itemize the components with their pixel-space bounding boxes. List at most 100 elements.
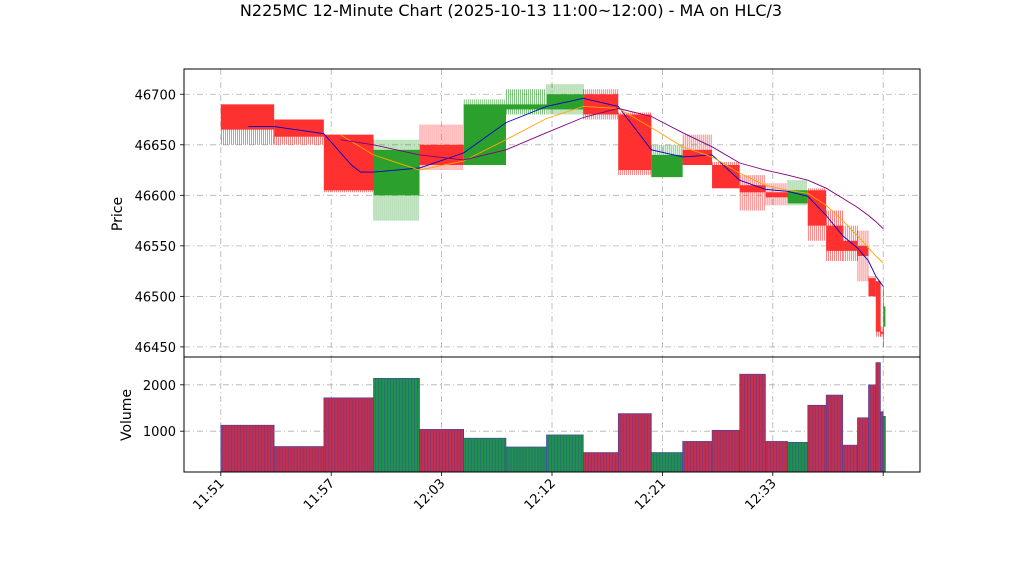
volume-bar: [463, 437, 507, 473]
volume-bar: [787, 442, 809, 473]
candle: [583, 89, 619, 120]
candle-body: [546, 94, 584, 110]
price-tick-label: 46650: [135, 139, 176, 154]
candle: [220, 104, 275, 145]
x-tick-label: 12:21: [632, 476, 669, 513]
volume-bar: [739, 373, 766, 473]
candle-body: [419, 144, 464, 165]
volume-bar: [807, 404, 827, 473]
volume-layer: [220, 362, 886, 473]
ma-line-ma_slow: [340, 107, 884, 230]
volume-bar-fill: [651, 452, 683, 473]
volume-bar: [882, 416, 886, 473]
candle: [651, 144, 683, 178]
candle-body: [807, 190, 827, 226]
candle: [842, 225, 858, 261]
candle-body: [857, 245, 869, 256]
candle-body: [842, 240, 858, 251]
candle-body: [787, 190, 808, 204]
chart-title: N225MC 12-Minute Chart (2025-10-13 11:00…: [240, 1, 782, 20]
volume-bar: [582, 452, 619, 473]
price-tick-label: 46600: [135, 189, 176, 204]
volume-bar: [220, 424, 275, 473]
x-tick-label: 12:12: [522, 476, 559, 513]
candle-body: [826, 225, 843, 251]
candle-body: [220, 104, 275, 130]
volume-bar-fill: [868, 384, 877, 473]
candle-body: [618, 114, 652, 171]
volume-bar: [617, 413, 652, 473]
volume-bar: [842, 444, 858, 473]
ma-layer: [248, 97, 884, 287]
volume-bar-fill: [273, 446, 325, 473]
volume-bar: [711, 429, 740, 473]
candle: [274, 119, 324, 145]
candle: [868, 276, 876, 297]
candle-body: [373, 149, 420, 196]
volume-bar: [765, 441, 788, 473]
candle-body: [712, 165, 740, 189]
volume-bar: [875, 362, 881, 473]
ma-line-ma_mid: [340, 105, 884, 264]
price-axis-label: Price: [110, 197, 126, 231]
candle-body: [583, 94, 619, 115]
candle-body: [883, 306, 886, 327]
candle: [807, 188, 827, 241]
candle: [682, 134, 713, 165]
candle: [787, 180, 808, 206]
x-tick-label: 11:51: [191, 476, 228, 513]
volume-bar-fill: [857, 417, 869, 473]
volume-bar-fill: [682, 441, 713, 473]
volume-bar: [825, 394, 844, 473]
volume-bar-fill: [323, 397, 374, 473]
candle-body: [880, 331, 884, 334]
volume-bar: [323, 397, 374, 473]
volume-bar-fill: [880, 411, 884, 473]
candle-body: [739, 185, 766, 193]
volume-bar-fill: [463, 437, 507, 473]
candles-layer: [220, 84, 886, 347]
volume-bar: [273, 446, 325, 473]
volume-bar: [857, 417, 869, 473]
volume-bar-fill: [875, 362, 881, 473]
candle: [857, 230, 869, 282]
candle: [373, 139, 420, 221]
candle-body: [868, 278, 876, 297]
volume-tick-label: 2000: [143, 379, 176, 394]
volume-bar: [546, 434, 584, 473]
candle-body: [274, 119, 324, 137]
candle: [765, 183, 788, 206]
volume-bar-fill: [739, 373, 766, 473]
candle-body: [875, 281, 881, 332]
volume-bar: [505, 446, 547, 473]
volume-axis-label: Volume: [119, 389, 135, 441]
volume-bar-fill: [546, 434, 584, 473]
volume-bar: [373, 378, 420, 473]
x-tick-label: 12:03: [411, 476, 448, 513]
volume-bar: [419, 429, 464, 473]
volume-panel-frame: [183, 356, 921, 473]
price-tick-label: 46550: [135, 240, 176, 255]
candle-body: [506, 104, 547, 110]
ma-line-ma_fast: [248, 97, 884, 287]
candle: [883, 286, 886, 347]
candle: [712, 161, 740, 189]
candle-body: [682, 149, 713, 165]
volume-bar-fill: [419, 429, 464, 473]
candle: [739, 175, 766, 211]
price-tick-label: 46500: [135, 290, 176, 305]
volume-bar-fill: [220, 424, 275, 473]
volume-bar: [651, 452, 683, 473]
candle: [419, 124, 464, 171]
x-tick-label: 12:33: [743, 476, 780, 513]
volume-bar: [880, 411, 884, 473]
price-tick-label: 46450: [135, 341, 176, 356]
candle-body: [765, 192, 788, 198]
volume-tick-label: 1000: [143, 425, 176, 440]
volume-bar-fill: [617, 413, 652, 473]
volume-bar: [868, 384, 877, 473]
candle: [875, 281, 881, 337]
candle: [546, 84, 584, 115]
